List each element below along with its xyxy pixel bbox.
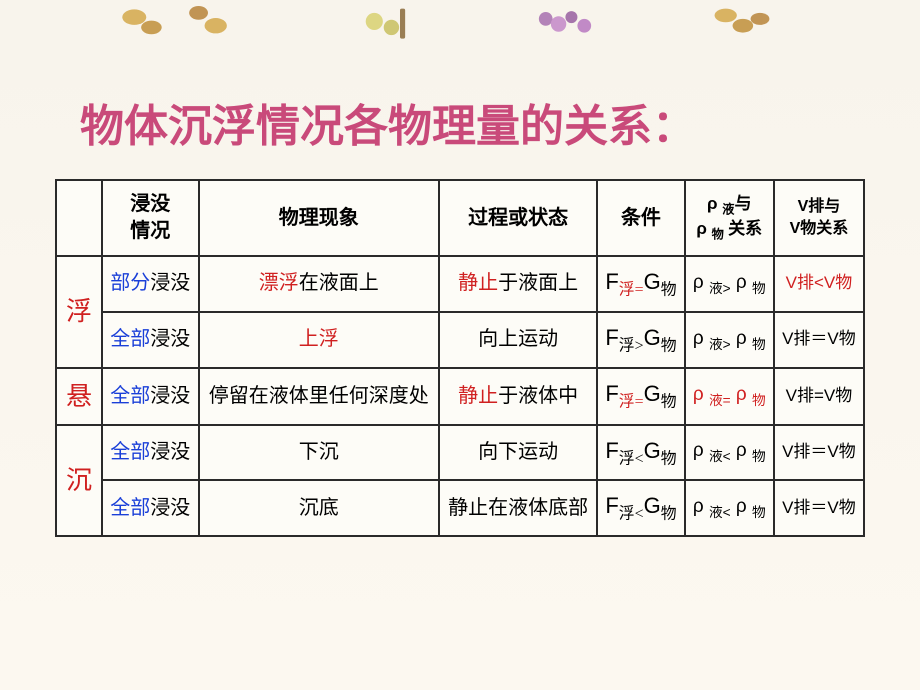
header-row: 浸没情况 物理现象 过程或状态 条件 ρ 液与 ρ 物 关系 V排与V物关系 [56,180,864,256]
phenomenon-cell: 下沉 [199,425,439,481]
state-cell: 向下运动 [439,425,597,481]
physics-table: 浸没情况 物理现象 过程或状态 条件 ρ 液与 ρ 物 关系 V排与V物关系 浮… [55,179,865,537]
hdr-category [56,180,102,256]
table-row: 悬全部浸没停留在液体里任何深度处静止于液体中F浮=G物ρ 液= ρ 物V排=V物 [56,368,864,425]
volume-cell: V排＝V物 [774,480,864,536]
condition-cell: F浮>G物 [597,312,685,368]
hdr-condition: 条件 [597,180,685,256]
category-cell: 沉 [56,425,102,537]
table-body: 浮部分浸没漂浮在液面上静止于液面上F浮=G物ρ 液> ρ 物V排<V物全部浸没上… [56,256,864,536]
phenomenon-cell: 上浮 [199,312,439,368]
hdr-phenomenon: 物理现象 [199,180,439,256]
condition-cell: F浮=G物 [597,256,685,312]
condition-cell: F浮=G物 [597,368,685,425]
volume-cell: V排＝V物 [774,312,864,368]
page-title: 物体沉浮情况各物理量的关系： [0,0,920,179]
phenomenon-cell: 漂浮在液面上 [199,256,439,312]
condition-cell: F浮<G物 [597,480,685,536]
condition-cell: F浮<G物 [597,425,685,481]
density-cell: ρ 液= ρ 物 [685,368,774,425]
state-cell: 静止在液体底部 [439,480,597,536]
state-cell: 向上运动 [439,312,597,368]
table-row: 浮部分浸没漂浮在液面上静止于液面上F浮=G物ρ 液> ρ 物V排<V物 [56,256,864,312]
immerse-cell: 全部浸没 [102,368,199,425]
volume-cell: V排=V物 [774,368,864,425]
table-container: 浸没情况 物理现象 过程或状态 条件 ρ 液与 ρ 物 关系 V排与V物关系 浮… [0,179,920,537]
phenomenon-cell: 停留在液体里任何深度处 [199,368,439,425]
volume-cell: V排＝V物 [774,425,864,481]
density-cell: ρ 液< ρ 物 [685,425,774,481]
table-row: 全部浸没上浮向上运动F浮>G物ρ 液> ρ 物V排＝V物 [56,312,864,368]
density-cell: ρ 液> ρ 物 [685,312,774,368]
immerse-cell: 部分浸没 [102,256,199,312]
hdr-state: 过程或状态 [439,180,597,256]
category-cell: 浮 [56,256,102,368]
state-cell: 静止于液面上 [439,256,597,312]
immerse-cell: 全部浸没 [102,480,199,536]
density-cell: ρ 液> ρ 物 [685,256,774,312]
immerse-cell: 全部浸没 [102,425,199,481]
table-row: 沉全部浸没下沉向下运动F浮<G物ρ 液< ρ 物V排＝V物 [56,425,864,481]
phenomenon-cell: 沉底 [199,480,439,536]
volume-cell: V排<V物 [774,256,864,312]
state-cell: 静止于液体中 [439,368,597,425]
hdr-immerse: 浸没情况 [102,180,199,256]
hdr-volume: V排与V物关系 [774,180,864,256]
density-cell: ρ 液< ρ 物 [685,480,774,536]
table-row: 全部浸没沉底静止在液体底部F浮<G物ρ 液< ρ 物V排＝V物 [56,480,864,536]
immerse-cell: 全部浸没 [102,312,199,368]
hdr-density: ρ 液与 ρ 物 关系 [685,180,774,256]
category-cell: 悬 [56,368,102,425]
